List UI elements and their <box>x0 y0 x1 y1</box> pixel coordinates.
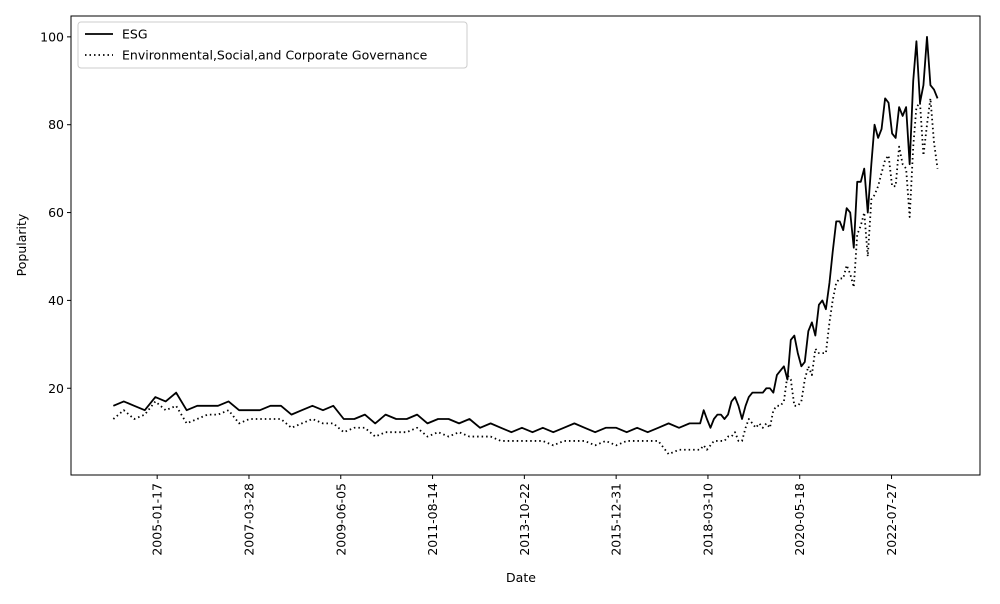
x-tick-label: 2009-06-05 <box>333 483 348 556</box>
x-tick-label: 2022-07-27 <box>884 483 899 556</box>
legend-label: ESG <box>122 27 148 42</box>
y-tick-label: 40 <box>48 293 64 308</box>
x-tick-label: 2011-08-14 <box>425 483 440 556</box>
x-tick-label: 2018-03-10 <box>700 483 715 556</box>
legend-box <box>77 21 468 69</box>
y-tick-label: 20 <box>48 381 64 396</box>
y-tick-label: 60 <box>48 205 64 220</box>
x-tick-label: 2020-05-18 <box>792 483 807 556</box>
x-tick-label: 2005-01-17 <box>150 483 165 556</box>
series-line <box>112 35 939 434</box>
y-tick-label: 100 <box>40 29 64 44</box>
x-tick-label: 2007-03-28 <box>241 483 256 556</box>
y-tick-label: 80 <box>48 117 64 132</box>
legend-label: Environmental,Social,and Corporate Gover… <box>122 48 428 63</box>
plot-frame <box>70 15 981 476</box>
x-axis-label: Date <box>506 570 536 585</box>
x-tick-label: 2013-10-22 <box>517 483 532 556</box>
y-axis-label: Popularity <box>14 213 29 276</box>
x-tick-label: 2015-12-31 <box>609 483 624 556</box>
series-line <box>112 97 939 456</box>
